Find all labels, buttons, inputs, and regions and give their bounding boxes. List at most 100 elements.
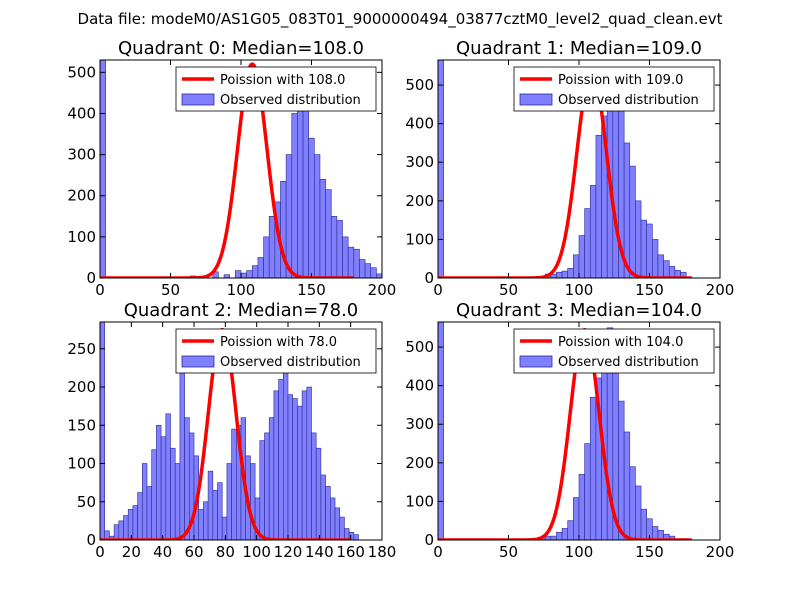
x-tick-label: 140 xyxy=(305,543,334,561)
histogram-bar xyxy=(657,254,664,278)
x-tick-label: 100 xyxy=(242,543,271,561)
histogram-bar xyxy=(376,273,382,278)
histogram-bars xyxy=(438,60,687,278)
histogram-bar xyxy=(370,267,377,278)
histogram-bar xyxy=(170,447,176,540)
histogram-bar xyxy=(336,220,343,278)
histogram-bar xyxy=(132,505,138,540)
histogram-bar xyxy=(578,474,585,540)
histogram-bar xyxy=(325,486,331,540)
histogram-bar xyxy=(584,443,591,540)
histogram-bar xyxy=(297,405,303,540)
x-tick-label: 50 xyxy=(499,281,518,299)
legend-poisson-label: Poission with 108.0 xyxy=(220,73,345,88)
histogram-bar xyxy=(668,535,676,540)
histogram-bar xyxy=(618,400,625,540)
histogram-bar xyxy=(334,507,340,540)
y-tick-label: 200 xyxy=(67,378,96,396)
histogram-bar xyxy=(561,270,569,278)
y-tick-label: 50 xyxy=(77,493,96,511)
subplot-quadrant-3: Quadrant 3: Median=104.0 0 50 100 150 200 0 100… xyxy=(405,300,734,561)
x-tick-label: 0 xyxy=(433,543,443,561)
x-tick-label: 160 xyxy=(336,543,365,561)
histogram-bar xyxy=(263,236,270,278)
histogram-bar xyxy=(635,485,642,540)
histogram-bar xyxy=(151,449,157,540)
histogram-bar xyxy=(142,463,148,540)
x-tick-label: 150 xyxy=(635,281,664,299)
histogram-bar xyxy=(184,417,190,540)
x-tick-label: 0 xyxy=(95,281,105,299)
histogram-bar xyxy=(226,463,232,540)
y-axis: 0 100 200 300 400 500 xyxy=(67,63,382,287)
legend-observed-label: Observed distribution xyxy=(220,355,361,370)
y-tick-label: 100 xyxy=(405,230,434,248)
histogram-bar xyxy=(100,60,106,278)
histogram-bar xyxy=(640,219,647,278)
legend-bar-swatch xyxy=(519,355,553,368)
y-tick-label: 400 xyxy=(405,115,434,133)
y-tick-label: 500 xyxy=(67,63,96,81)
histogram-bar xyxy=(257,257,264,278)
histogram-bar xyxy=(264,432,270,540)
histogram-bar xyxy=(652,239,659,278)
histogram-bar xyxy=(285,154,293,278)
histogram-bar xyxy=(221,516,228,540)
x-tick-label: 50 xyxy=(499,543,518,561)
histogram-bar xyxy=(663,260,670,278)
histogram-bar xyxy=(573,254,580,278)
histogram-bar xyxy=(240,272,247,278)
y-tick-label: 0 xyxy=(86,269,96,287)
histogram-bar xyxy=(353,248,360,278)
subplots-grid: Quadrant 0: Median=108.00 50 100 150 2000100… xyxy=(67,38,734,561)
legend: Poission with 78.0 Observed distribution xyxy=(175,328,377,374)
y-tick-label: 0 xyxy=(86,531,96,549)
legend-poisson-label: Poission with 109.0 xyxy=(558,73,683,88)
legend-observed-label: Observed distribution xyxy=(220,93,361,108)
histogram-bar xyxy=(381,275,382,278)
legend: Poission with 109.0 Observed distribution xyxy=(513,66,715,112)
histogram-bar xyxy=(291,113,298,278)
x-tick-label: 200 xyxy=(368,281,397,299)
histogram-bar xyxy=(438,60,444,278)
y-axis: 0 100 200 300 400 500 xyxy=(405,76,720,287)
y-tick-label: 300 xyxy=(405,415,434,433)
y-tick-label: 400 xyxy=(67,104,96,122)
subplot-quadrant-2: Quadrant 2: Median=78.00 20 40 60 80 100 120 14… xyxy=(67,300,396,561)
histogram-bar xyxy=(207,470,214,540)
histogram-bar xyxy=(646,223,653,278)
histogram-bar xyxy=(231,428,237,540)
histogram-bar xyxy=(268,417,275,540)
y-tick-label: 500 xyxy=(405,76,434,94)
histogram-bar xyxy=(347,246,355,278)
x-tick-label: 200 xyxy=(706,543,735,561)
histogram-bar xyxy=(342,236,349,278)
legend: Poission with 104.0 Observed distribution xyxy=(513,328,715,374)
y-tick-label: 100 xyxy=(405,492,434,510)
x-tick-label: 150 xyxy=(635,543,664,561)
x-axis: 0 50 100 150 200 xyxy=(95,60,396,299)
x-tick-label: 100 xyxy=(227,281,256,299)
histogram-bar xyxy=(320,474,326,540)
histogram-bar xyxy=(127,509,134,540)
y-tick-label: 200 xyxy=(405,454,434,472)
x-tick-label: 50 xyxy=(161,281,180,299)
histogram-bar xyxy=(325,189,332,278)
histogram-bar xyxy=(156,424,162,540)
histogram-bar xyxy=(315,447,322,540)
histogram-bar xyxy=(635,200,642,278)
histogram-bar xyxy=(301,390,308,540)
histogram-bar xyxy=(174,463,181,540)
histogram-bar xyxy=(259,440,265,540)
x-axis: 0 50 100 150 200 xyxy=(433,60,734,299)
histogram-bar xyxy=(268,216,276,278)
subplot-title: Quadrant 1: Median=109.0 xyxy=(456,38,702,59)
subplot-title: Quadrant 0: Median=108.0 xyxy=(118,38,364,59)
histogram-bar xyxy=(652,526,659,540)
x-tick-label: 80 xyxy=(216,543,235,561)
histogram-bar xyxy=(113,524,120,540)
y-tick-label: 0 xyxy=(424,269,434,287)
x-tick-label: 0 xyxy=(95,543,105,561)
histogram-bar xyxy=(330,216,338,278)
